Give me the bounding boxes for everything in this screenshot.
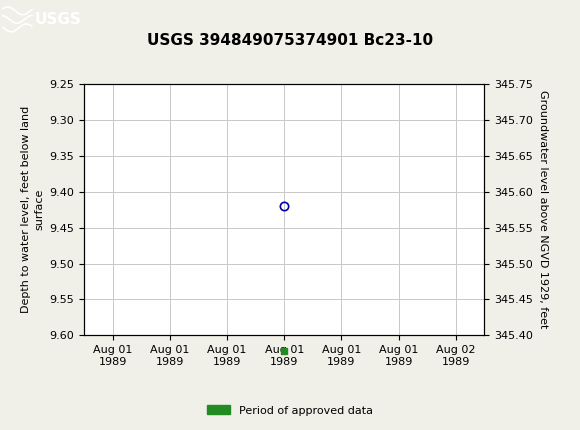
Text: USGS 394849075374901 Bc23-10: USGS 394849075374901 Bc23-10 <box>147 34 433 48</box>
Legend: Period of approved data: Period of approved data <box>203 401 377 420</box>
Text: USGS: USGS <box>35 12 82 27</box>
Y-axis label: Depth to water level, feet below land
surface: Depth to water level, feet below land su… <box>21 106 44 313</box>
Y-axis label: Groundwater level above NGVD 1929, feet: Groundwater level above NGVD 1929, feet <box>538 90 549 329</box>
